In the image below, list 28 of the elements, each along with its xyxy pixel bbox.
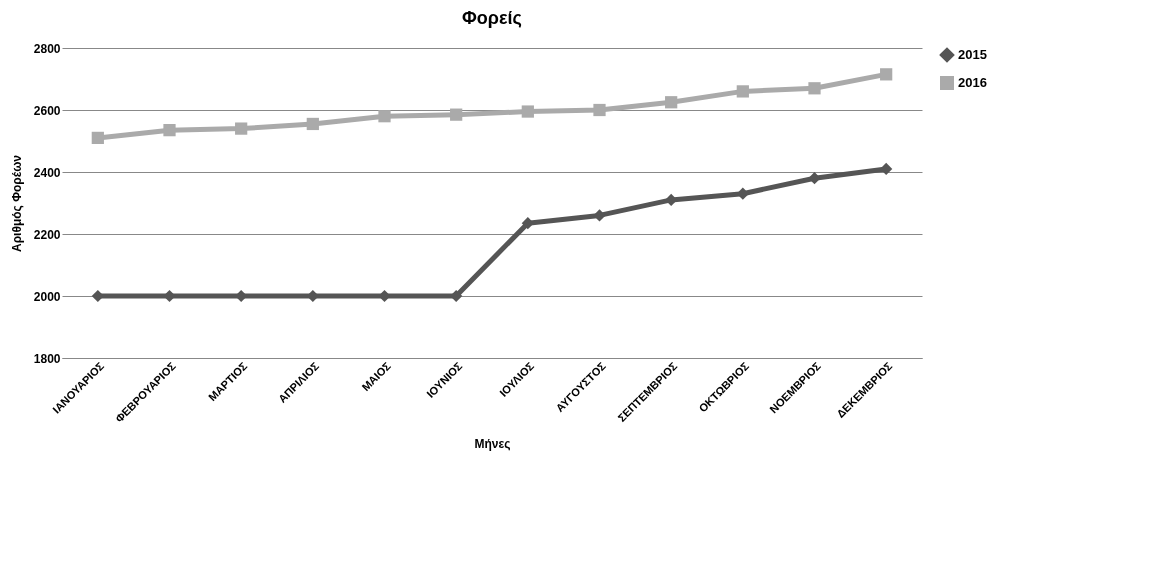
legend-label: 2015 (958, 47, 987, 62)
y-axis-title: Αριθμός Φορέων (9, 154, 24, 252)
point (521, 105, 534, 118)
point (91, 289, 104, 303)
y-tick-label: 2400 (33, 165, 61, 180)
point (378, 110, 391, 123)
y-tick-label: 2000 (33, 289, 61, 304)
y-tick-label: 2600 (33, 103, 61, 118)
legend-label: 2016 (958, 75, 987, 90)
point (163, 289, 176, 303)
point (91, 131, 104, 145)
point (306, 117, 319, 131)
point (593, 103, 606, 117)
point (163, 124, 176, 137)
x-axis-title: Μήνες (474, 436, 511, 451)
y-tick-label: 2800 (33, 41, 61, 56)
point (378, 289, 391, 303)
point (880, 68, 893, 81)
point (450, 289, 463, 303)
point (665, 96, 678, 109)
point (808, 82, 821, 95)
y-tick-label: 1800 (33, 351, 61, 366)
chart-title: Φορείς (462, 8, 522, 28)
y-tick-label: 2200 (33, 227, 61, 242)
point (235, 122, 248, 135)
point (450, 108, 463, 121)
point (736, 85, 749, 98)
point (880, 162, 893, 176)
